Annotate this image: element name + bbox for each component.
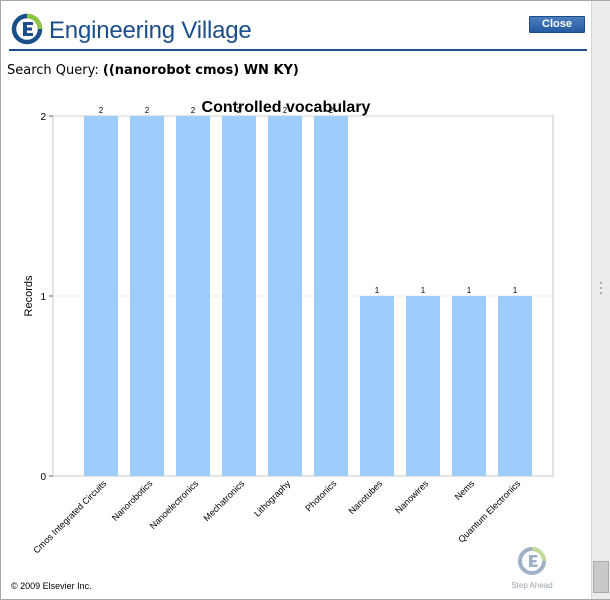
x-tick-label: Lithography — [252, 478, 293, 519]
y-tick-label: 0 — [40, 472, 46, 483]
search-query: Search Query: ((nanorobot cmos) WN KY) — [7, 63, 299, 78]
bar-value-label: 2 — [99, 106, 104, 115]
bar[interactable] — [452, 296, 486, 476]
bar-value-label: 2 — [329, 106, 334, 115]
bar-value-label: 2 — [283, 106, 288, 115]
brand-title: Engineering Village — [49, 17, 252, 44]
copyright-notice: © 2009 Elsevier Inc. — [11, 581, 92, 591]
step-ahead-logo-icon — [518, 547, 546, 575]
bar[interactable] — [268, 116, 302, 476]
bar[interactable] — [406, 296, 440, 476]
bar[interactable] — [222, 116, 256, 476]
step-ahead-text: Step Ahead — [511, 581, 553, 590]
bar[interactable] — [130, 116, 164, 476]
bar[interactable] — [360, 296, 394, 476]
bar[interactable] — [498, 296, 532, 476]
bar-chart: Controlled vocabulary 0 1 2 2 Cmos Integrate… — [23, 99, 554, 555]
bar-value-label: 2 — [191, 106, 196, 115]
y-tick-label: 1 — [40, 292, 46, 303]
x-tick-label: Nanotubes — [347, 478, 385, 516]
y-axis-label: Records — [23, 275, 35, 316]
header-bar: Engineering Village Close — [9, 11, 587, 51]
x-tick-label: Nanowires — [393, 478, 430, 515]
bar-value-label: 1 — [467, 286, 472, 295]
chart-title: Controlled vocabulary — [202, 99, 371, 116]
x-tick-label: Cmos Integrated Circuits — [31, 478, 108, 555]
bar[interactable] — [314, 116, 348, 476]
bar-value-label: 2 — [145, 106, 150, 115]
bar[interactable] — [84, 116, 118, 476]
scroll-grip-icon — [600, 282, 602, 294]
bar-value-label: 1 — [375, 286, 380, 295]
scrollbar-thumb[interactable] — [593, 561, 609, 593]
bar-value-label: 1 — [421, 286, 426, 295]
x-tick-label: Photonics — [303, 478, 338, 513]
step-ahead-stamp: Step Ahead — [506, 545, 558, 591]
search-query-value: ((nanorobot cmos) WN KY) — [102, 63, 299, 78]
search-query-label: Search Query: — [7, 63, 99, 78]
x-tick-label: Nems — [453, 478, 477, 502]
vertical-scrollbar[interactable] — [591, 1, 610, 599]
close-button[interactable]: Close — [529, 16, 585, 33]
y-tick-label: 2 — [40, 112, 46, 123]
engineering-village-logo-icon — [11, 13, 43, 45]
bar[interactable] — [176, 116, 210, 476]
bar-value-label: 2 — [237, 106, 242, 115]
x-tick-label: Mechatronics — [201, 478, 246, 523]
x-tick-label: Nanorobotics — [110, 478, 155, 523]
bar-value-label: 1 — [513, 286, 518, 295]
x-tick-label: Nanoelectronics — [148, 478, 201, 531]
